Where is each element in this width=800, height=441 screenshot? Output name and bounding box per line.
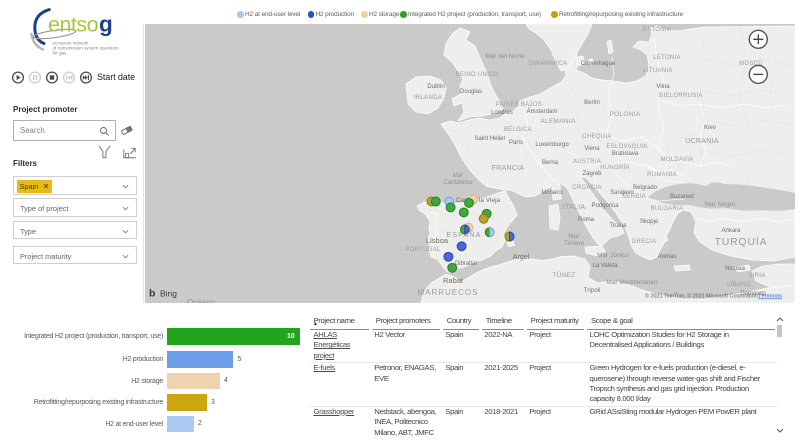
svg-text:Dublín: Dublín — [427, 84, 444, 90]
svg-text:CROACIA: CROACIA — [572, 185, 601, 191]
svg-text:Berlín: Berlín — [584, 100, 600, 106]
svg-text:Bratislava: Bratislava — [612, 151, 639, 157]
svg-text:Mar: Mar — [568, 233, 580, 240]
svg-text:entso: entso — [48, 13, 99, 37]
svg-text:b: b — [149, 288, 155, 300]
svg-text:Nicosia: Nicosia — [725, 266, 745, 272]
svg-text:Cantábrico: Cantábrico — [443, 180, 473, 186]
svg-text:DINAMARCA: DINAMARCA — [529, 61, 568, 67]
svg-text:ALEMANIA: ALEMANIA — [540, 118, 576, 125]
svg-text:Sarajevo: Sarajevo — [610, 190, 634, 196]
svg-text:Mar del Norte: Mar del Norte — [485, 53, 525, 60]
svg-text:g: g — [99, 12, 113, 37]
svg-text:Bucarest: Bucarest — [670, 194, 694, 200]
svg-text:SERBIA: SERBIA — [622, 194, 646, 200]
svg-text:Vilna: Vilna — [656, 84, 670, 90]
svg-text:TURQUÍA: TURQUÍA — [715, 235, 768, 248]
svg-text:MOSCÚ: MOSCÚ — [739, 60, 763, 67]
svg-text:Mar Jónico: Mar Jónico — [597, 252, 629, 259]
svg-text:Copenhague: Copenhague — [581, 61, 616, 67]
svg-text:Roma: Roma — [578, 217, 595, 223]
svg-text:AUSTRIA: AUSTRIA — [573, 159, 601, 165]
svg-text:PORTUGAL: PORTUGAL — [405, 247, 441, 253]
svg-text:POLONIA: POLONIA — [610, 111, 641, 118]
svg-text:Mar Mediterráneo: Mar Mediterráneo — [606, 279, 658, 286]
svg-text:Tirreno: Tirreno — [564, 240, 585, 247]
svg-text:UCRANIA: UCRANIA — [685, 138, 719, 145]
svg-text:© 2021 TomTom, © 2021 Microsof: © 2021 TomTom, © 2021 Microsoft Corporat… — [645, 293, 758, 300]
svg-text:MOLDAVIA: MOLDAVIA — [661, 157, 694, 163]
svg-text:RUMANIA: RUMANIA — [647, 172, 677, 178]
svg-text:Ankara: Ankara — [721, 228, 741, 234]
svg-text:BÉLGICA: BÉLGICA — [504, 126, 532, 133]
svg-text:of transmission system operato: of transmission system operators — [53, 46, 120, 51]
svg-text:PAÍSES BAJOS: PAÍSES BAJOS — [496, 101, 542, 108]
svg-text:Berna: Berna — [542, 160, 559, 166]
svg-text:Tirana: Tirana — [610, 223, 627, 229]
svg-text:LETONIA: LETONIA — [653, 55, 681, 61]
svg-text:REINO UNIDO: REINO UNIDO — [455, 72, 498, 78]
svg-text:Luxemburgo: Luxemburgo — [535, 142, 569, 148]
svg-text:Mar Negro: Mar Negro — [705, 201, 736, 208]
svg-text:ESPAÑA: ESPAÑA — [446, 230, 481, 239]
svg-text:Viena: Viena — [584, 146, 600, 152]
svg-text:Bing: Bing — [160, 289, 177, 299]
svg-text:MARRUECOS: MARRUECOS — [417, 288, 478, 297]
svg-text:Londres: Londres — [491, 110, 513, 116]
svg-text:Términos: Términos — [758, 294, 782, 300]
svg-text:for gas: for gas — [53, 51, 68, 56]
svg-text:Atenas: Atenas — [658, 254, 677, 260]
svg-text:GRECIA: GRECIA — [632, 239, 657, 245]
svg-text:Gibraltar: Gibraltar — [454, 261, 477, 267]
svg-text:Rabat: Rabat — [443, 276, 464, 285]
svg-text:BIELORRUSIA: BIELORRUSIA — [659, 93, 703, 99]
svg-text:LÍBANO: LÍBANO — [727, 281, 751, 288]
svg-text:CHEQUIA: CHEQUIA — [582, 134, 611, 140]
svg-text:Argel: Argel — [513, 254, 530, 261]
svg-text:HUNGRÍA: HUNGRÍA — [600, 164, 630, 171]
svg-text:FRANCIA: FRANCIA — [492, 165, 525, 172]
svg-text:ESTONIA: ESTONIA — [643, 27, 671, 33]
svg-text:ITALIA: ITALIA — [563, 204, 586, 211]
svg-text:european network: european network — [53, 41, 90, 46]
svg-text:Ámsterdam: Ámsterdam — [527, 108, 558, 115]
svg-text:Lisboa: Lisboa — [426, 236, 449, 245]
svg-text:ESLOVAQUIA: ESLOVAQUIA — [606, 144, 647, 150]
svg-text:Douglas: Douglas — [460, 89, 482, 95]
svg-text:Saint Helier: Saint Helier — [474, 136, 505, 142]
svg-text:Mar: Mar — [453, 173, 463, 179]
svg-text:La Valeta: La Valeta — [593, 263, 619, 269]
svg-text:LITUANIA: LITUANIA — [643, 68, 672, 74]
svg-text:Podgorica: Podgorica — [591, 203, 619, 209]
svg-text:BULGARIA: BULGARIA — [651, 206, 684, 212]
svg-text:Trípoli: Trípoli — [584, 288, 600, 294]
svg-text:Zagreb: Zagreb — [582, 171, 602, 177]
svg-text:IRLANDA: IRLANDA — [414, 95, 442, 101]
svg-text:Kiev: Kiev — [704, 125, 716, 131]
svg-text:Damasco: Damasco — [740, 291, 766, 297]
svg-text:Castilla la Vieja: Castilla la Vieja — [456, 197, 501, 204]
svg-text:TÚNEZ: TÚNEZ — [552, 270, 575, 279]
svg-text:SIRIA: SIRIA — [748, 273, 765, 279]
svg-text:Skopje: Skopje — [640, 219, 659, 225]
svg-text:París: París — [509, 140, 523, 146]
svg-text:Belgrado: Belgrado — [633, 185, 658, 191]
svg-text:Océano: Océano — [187, 298, 216, 303]
svg-text:Mónaco: Mónaco — [541, 190, 563, 196]
